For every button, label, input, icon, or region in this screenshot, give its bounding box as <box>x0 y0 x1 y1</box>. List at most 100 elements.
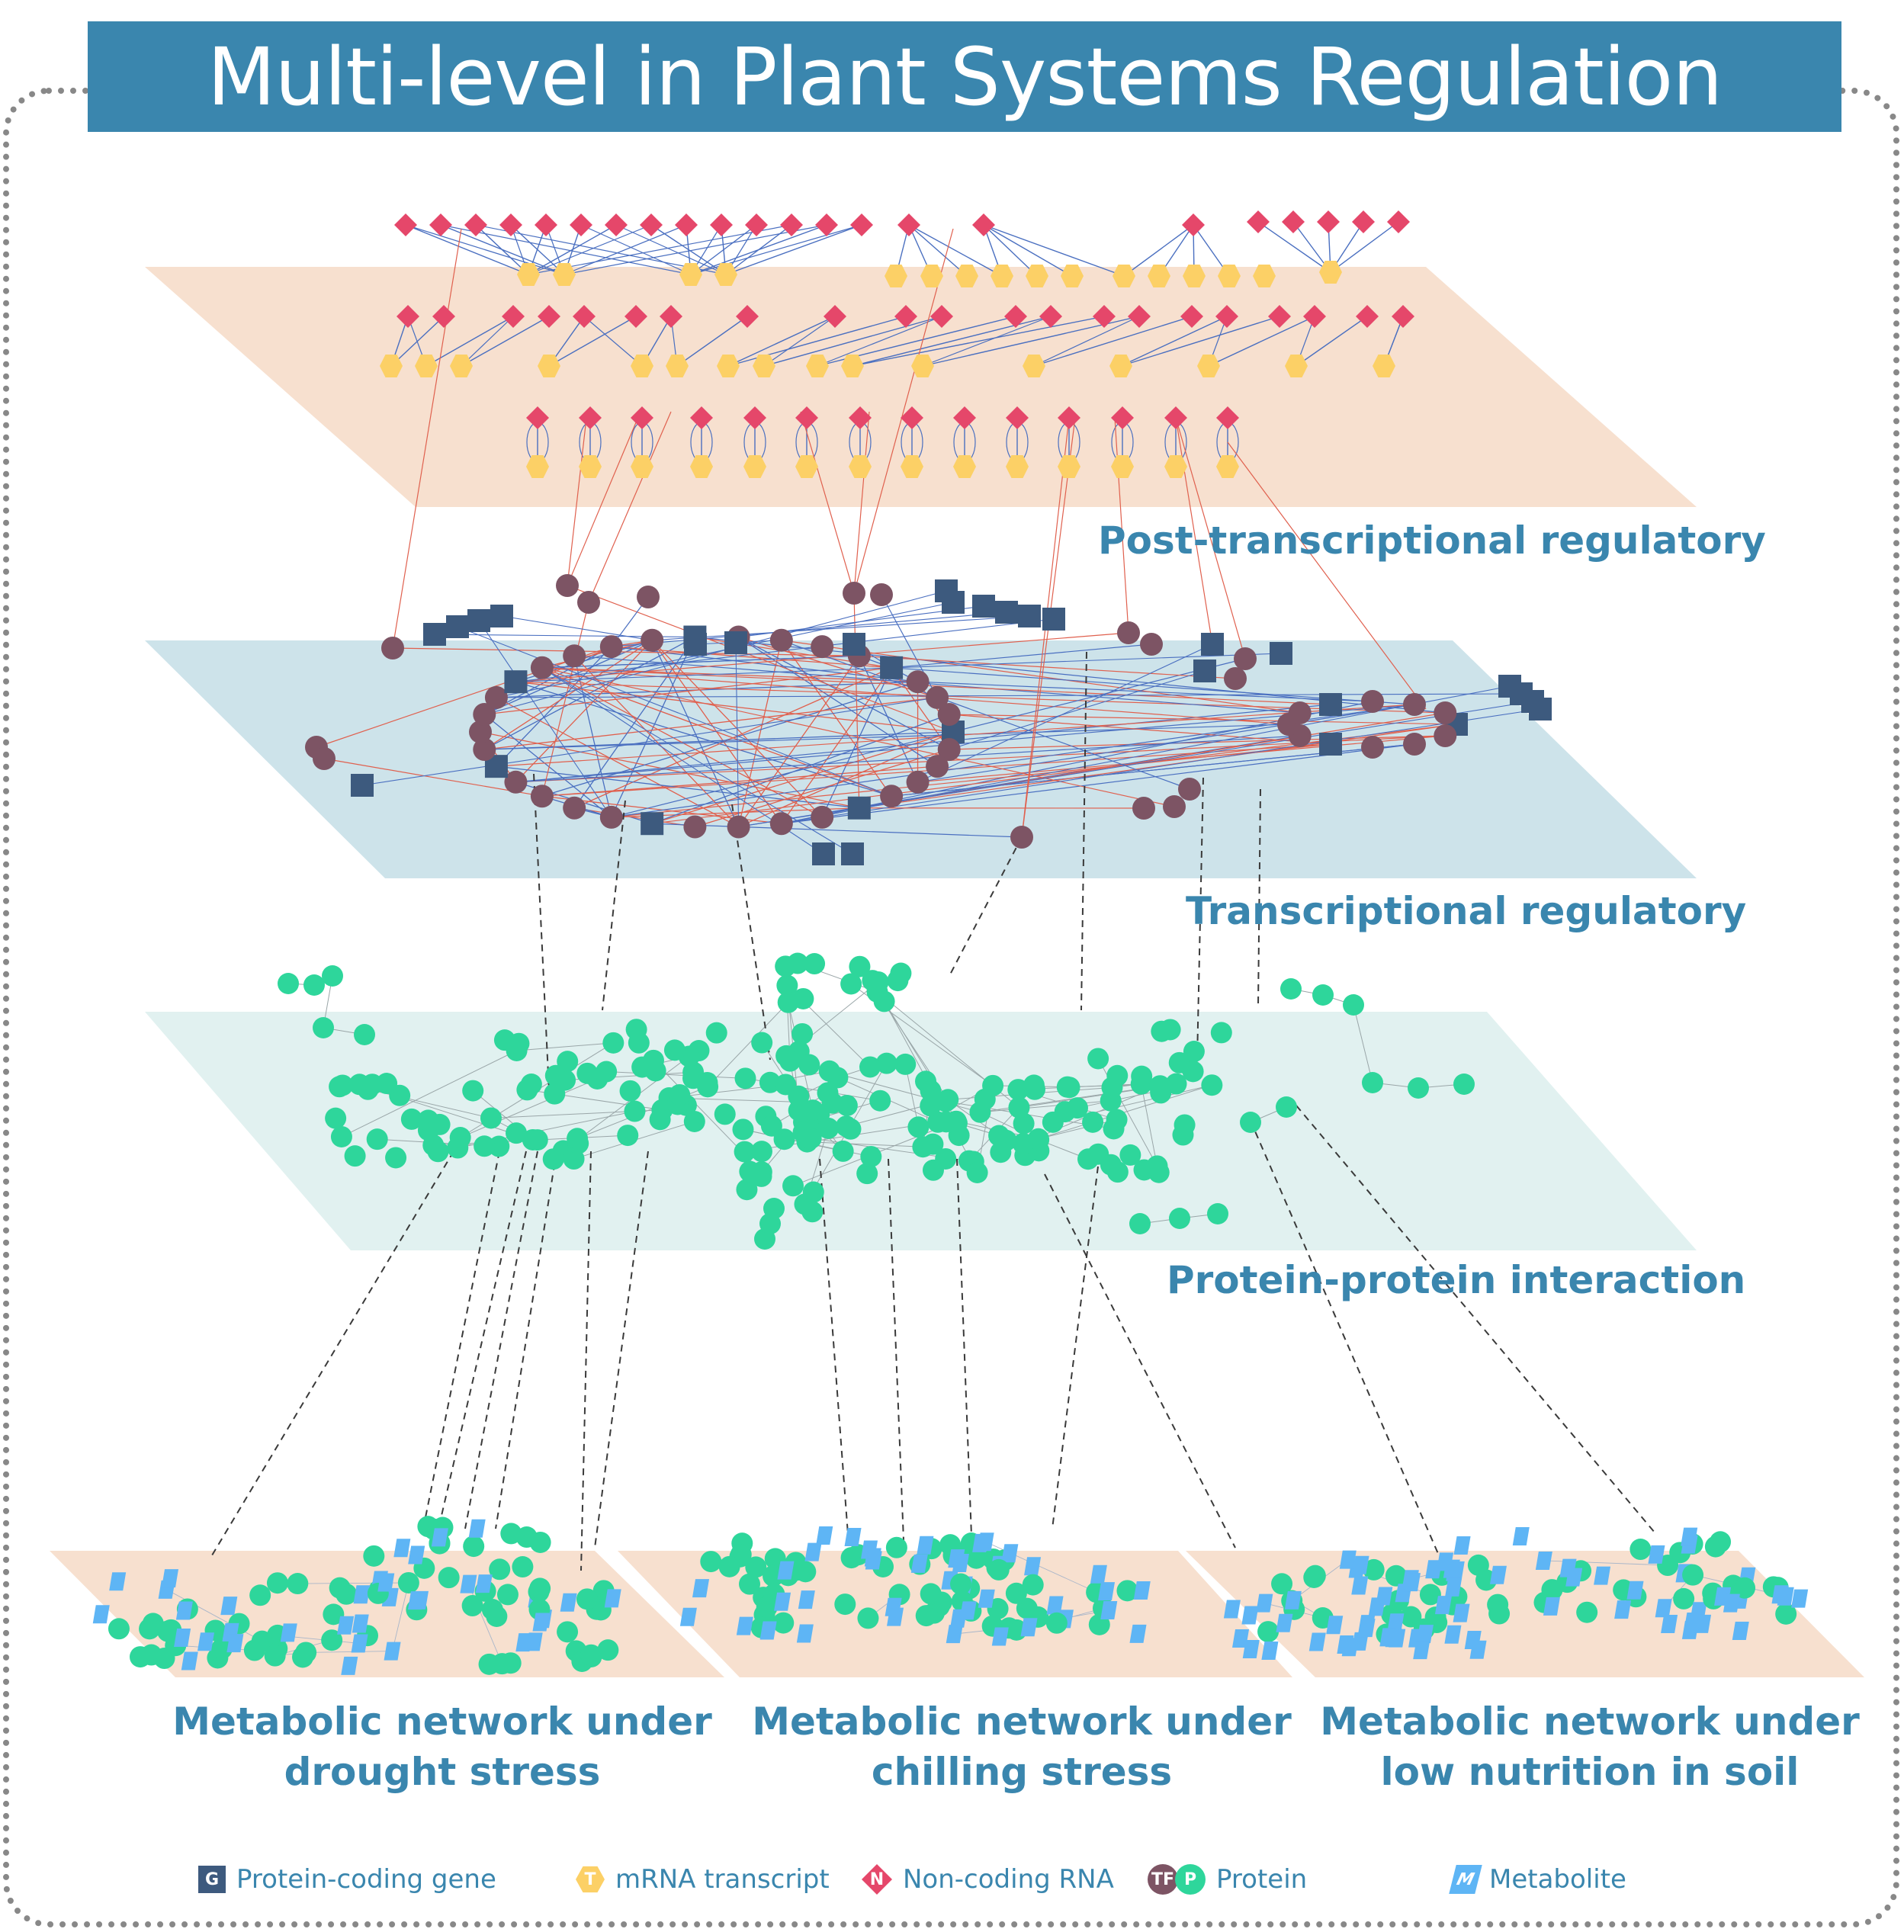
edge <box>763 316 836 367</box>
edge <box>1175 417 1213 645</box>
edge <box>390 316 445 367</box>
gene-node <box>724 631 747 654</box>
ncrna-node <box>464 213 487 236</box>
protein-node <box>696 1071 718 1093</box>
protein-node <box>1151 1020 1173 1042</box>
protein-node <box>1343 994 1364 1016</box>
metabolite-node <box>197 1632 215 1651</box>
protein-node <box>576 1062 599 1084</box>
tf-node <box>683 815 707 839</box>
edge <box>1227 441 1427 710</box>
edge <box>853 411 870 594</box>
protein-node <box>875 1052 897 1074</box>
protein-node <box>990 1141 1012 1163</box>
protein-node <box>354 1024 375 1045</box>
edge <box>484 724 1289 750</box>
cross-layer-link <box>602 800 626 1011</box>
mrna-node <box>1164 455 1187 478</box>
ncrna-node <box>394 213 417 236</box>
cross-layer-link <box>1080 651 1087 1011</box>
mrna-node <box>1197 355 1220 377</box>
metabolite-node <box>408 1545 425 1565</box>
metabolite-node <box>460 1574 477 1593</box>
metabolite-node <box>280 1623 297 1642</box>
protein-node <box>920 1095 942 1117</box>
edge <box>567 411 588 586</box>
metabolite-node <box>1469 1640 1487 1659</box>
metabolite-node <box>468 1519 486 1538</box>
metabolite-node <box>950 1609 968 1628</box>
tf-node <box>484 685 508 709</box>
metabolite-node <box>1626 1581 1644 1600</box>
edge <box>392 1582 409 1651</box>
edge <box>583 316 643 367</box>
protein-node <box>759 1071 781 1093</box>
metabolite-node <box>1098 1582 1116 1601</box>
edge <box>480 731 859 809</box>
tf-node <box>937 737 961 761</box>
ncrna-node <box>849 406 872 429</box>
metabolite-node <box>1276 1613 1293 1632</box>
edge <box>166 1589 262 1642</box>
tf-node <box>1361 690 1384 713</box>
edge <box>516 1042 614 1051</box>
edge <box>727 316 836 367</box>
edge <box>606 1071 746 1079</box>
metabolite-node <box>1403 1573 1421 1592</box>
metabolite-node <box>1326 1616 1344 1635</box>
protein-node <box>366 1128 388 1151</box>
protein-node <box>907 1116 930 1138</box>
nodes-group <box>92 210 1809 1675</box>
cross-layer-link <box>580 1151 592 1571</box>
metabolite-node <box>1723 1593 1740 1613</box>
protein-node <box>1362 1072 1383 1093</box>
metabolite-node <box>1241 1606 1259 1625</box>
tf-node <box>381 637 404 660</box>
protein-node <box>804 953 826 975</box>
tf-node <box>906 670 930 694</box>
protein-node <box>567 1128 589 1150</box>
cross-layer-link <box>1196 777 1204 1061</box>
protein-node <box>596 1061 618 1083</box>
mrna-node <box>885 265 907 287</box>
protein-node <box>278 973 299 994</box>
cross-layer-link <box>438 1151 527 1529</box>
legend: G Protein-coding gene T mRNA transcript … <box>191 1860 1716 1898</box>
tf-node <box>926 755 949 778</box>
protein-node <box>624 1100 646 1122</box>
edge <box>528 224 617 275</box>
tf-node <box>1434 724 1457 747</box>
mrna-node <box>415 355 438 377</box>
protein-node <box>1058 1077 1080 1099</box>
edge <box>1123 224 1194 277</box>
mrna-node <box>1285 355 1308 377</box>
metabolite-node <box>1453 1536 1471 1555</box>
tf-node <box>530 656 554 679</box>
metabolite-node <box>978 1589 995 1608</box>
edge <box>738 655 860 827</box>
edge <box>1296 316 1368 367</box>
edge <box>478 620 612 818</box>
ncrna-node <box>930 305 953 328</box>
metabolite-node <box>1648 1545 1665 1564</box>
protein-node <box>1276 1096 1297 1118</box>
metabolite-node <box>1242 1639 1260 1658</box>
tf-node <box>637 586 660 608</box>
metabolite-node <box>1681 1527 1698 1546</box>
cross-layer-links <box>209 651 1655 1579</box>
metabolite-node <box>351 1634 368 1653</box>
edge <box>1208 316 1315 367</box>
legend-metabolite: M Metabolite <box>1449 1860 1626 1898</box>
protein-node <box>922 1159 944 1181</box>
ncrna-diamond-icon: N <box>862 1864 892 1895</box>
protein-node <box>912 1136 934 1158</box>
gene-node <box>351 774 374 797</box>
metabolite-node <box>181 1651 198 1670</box>
mrna-node <box>849 455 872 478</box>
tf-node <box>843 582 865 605</box>
ncrna-node <box>1039 305 1062 328</box>
protein-node <box>417 1109 439 1131</box>
metabolite-node <box>910 1554 928 1573</box>
edge <box>652 823 1023 838</box>
edge <box>611 658 1246 818</box>
